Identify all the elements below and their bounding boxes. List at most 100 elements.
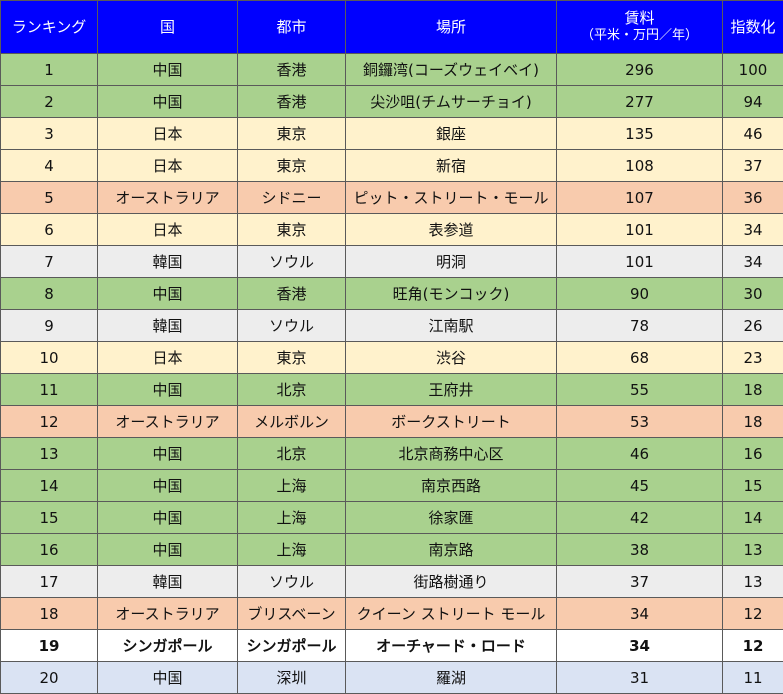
cell-index: 23 (723, 342, 783, 374)
cell-country: 韓国 (98, 310, 238, 342)
cell-rent: 135 (557, 118, 723, 150)
cell-city: 東京 (238, 342, 346, 374)
cell-rent: 42 (557, 502, 723, 534)
cell-rent: 78 (557, 310, 723, 342)
cell-country: 中国 (98, 502, 238, 534)
cell-place: 徐家匯 (346, 502, 557, 534)
cell-place: クイーン ストリート モール (346, 598, 557, 630)
cell-country: 韓国 (98, 246, 238, 278)
cell-index: 18 (723, 374, 783, 406)
cell-city: 深圳 (238, 662, 346, 694)
cell-rent: 277 (557, 86, 723, 118)
cell-index: 14 (723, 502, 783, 534)
cell-city: 上海 (238, 502, 346, 534)
cell-rank: 15 (1, 502, 98, 534)
cell-city: 北京 (238, 374, 346, 406)
header-country: 国 (98, 1, 238, 54)
cell-place: ピット・ストリート・モール (346, 182, 557, 214)
cell-place: 銀座 (346, 118, 557, 150)
header-city: 都市 (238, 1, 346, 54)
cell-rank: 19 (1, 630, 98, 662)
cell-city: 北京 (238, 438, 346, 470)
cell-place: オーチャード・ロード (346, 630, 557, 662)
cell-rank: 16 (1, 534, 98, 566)
cell-country: 中国 (98, 278, 238, 310)
cell-rank: 4 (1, 150, 98, 182)
cell-rent: 38 (557, 534, 723, 566)
cell-city: 香港 (238, 278, 346, 310)
cell-rent: 107 (557, 182, 723, 214)
cell-city: 香港 (238, 86, 346, 118)
cell-city: 東京 (238, 150, 346, 182)
cell-place: 南京西路 (346, 470, 557, 502)
cell-country: オーストラリア (98, 182, 238, 214)
cell-index: 16 (723, 438, 783, 470)
cell-place: 渋谷 (346, 342, 557, 374)
cell-place: 羅湖 (346, 662, 557, 694)
cell-rank: 12 (1, 406, 98, 438)
cell-country: 韓国 (98, 566, 238, 598)
cell-place: 南京路 (346, 534, 557, 566)
cell-place: 江南駅 (346, 310, 557, 342)
cell-rank: 10 (1, 342, 98, 374)
cell-city: ソウル (238, 246, 346, 278)
cell-country: 中国 (98, 86, 238, 118)
cell-rent: 34 (557, 598, 723, 630)
cell-index: 15 (723, 470, 783, 502)
header-rent: 賃料 （平米・万円／年） (557, 1, 723, 54)
header-index: 指数化 (723, 1, 783, 54)
cell-rent: 53 (557, 406, 723, 438)
cell-rank: 1 (1, 54, 98, 86)
cell-index: 13 (723, 566, 783, 598)
cell-country: オーストラリア (98, 598, 238, 630)
cell-city: 上海 (238, 470, 346, 502)
cell-city: 香港 (238, 54, 346, 86)
cell-place: 尖沙咀(チムサーチョイ) (346, 86, 557, 118)
cell-rent: 68 (557, 342, 723, 374)
cell-country: 中国 (98, 534, 238, 566)
cell-place: 街路樹通り (346, 566, 557, 598)
cell-rent: 55 (557, 374, 723, 406)
cell-country: 中国 (98, 662, 238, 694)
cell-index: 100 (723, 54, 783, 86)
cell-index: 94 (723, 86, 783, 118)
cell-index: 34 (723, 246, 783, 278)
cell-place: 北京商務中心区 (346, 438, 557, 470)
cell-place: 王府井 (346, 374, 557, 406)
cell-city: 東京 (238, 118, 346, 150)
cell-index: 34 (723, 214, 783, 246)
cell-rent: 108 (557, 150, 723, 182)
cell-index: 30 (723, 278, 783, 310)
cell-index: 46 (723, 118, 783, 150)
cell-rent: 31 (557, 662, 723, 694)
header-row: ランキング 国 都市 場所 賃料 （平米・万円／年） 指数化 (1, 1, 783, 54)
cell-rank: 14 (1, 470, 98, 502)
header-rent-label: 賃料 (624, 9, 654, 27)
header-rank: ランキング (1, 1, 98, 54)
cell-place: 銅鑼湾(コーズウェイベイ) (346, 54, 557, 86)
cell-country: 日本 (98, 214, 238, 246)
cell-rent: 296 (557, 54, 723, 86)
cell-place: 旺角(モンコック) (346, 278, 557, 310)
cell-country: 中国 (98, 374, 238, 406)
cell-rent: 101 (557, 214, 723, 246)
cell-rank: 2 (1, 86, 98, 118)
